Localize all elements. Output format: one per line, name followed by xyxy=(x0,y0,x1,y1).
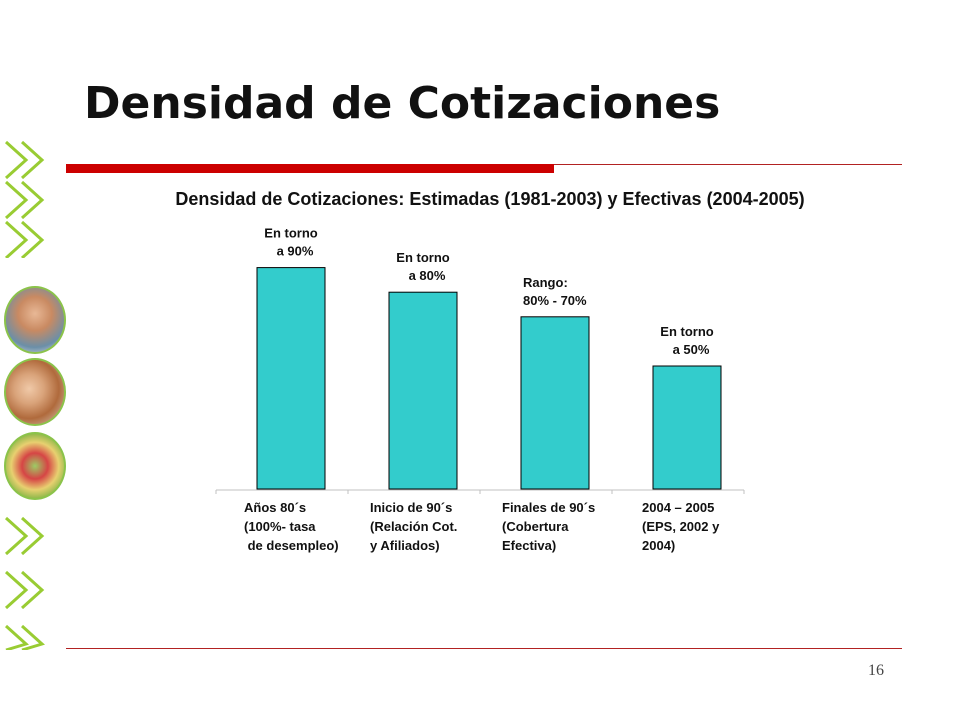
bar xyxy=(652,365,722,490)
footer-rule xyxy=(66,648,902,649)
data-label: a 90% xyxy=(277,244,314,259)
data-label: En torno xyxy=(396,250,449,265)
chart-title: Densidad de Cotizaciones: Estimadas (198… xyxy=(175,189,805,209)
x-tick-label: (100%- tasa xyxy=(244,519,316,534)
data-label: En torno xyxy=(264,226,317,241)
page-number: 16 xyxy=(868,662,884,679)
data-label: Rango: xyxy=(523,275,568,290)
slide-title: Densidad de Cotizaciones xyxy=(84,78,721,129)
chevron-double-right-icon xyxy=(4,140,45,258)
x-tick-label: 2004) xyxy=(642,538,675,553)
bar xyxy=(520,316,590,490)
person-photo-icon xyxy=(4,286,66,354)
left-decoration xyxy=(0,130,66,650)
x-tick-label: 2004 – 2005 xyxy=(642,500,714,515)
data-label: En torno xyxy=(660,324,713,339)
x-tick-label: (Cobertura xyxy=(502,519,569,534)
bar xyxy=(256,267,326,490)
family-photo-icon xyxy=(4,358,66,426)
data-label: 80% - 70% xyxy=(523,293,587,308)
x-tick-label: Efectiva) xyxy=(502,538,556,553)
data-label: a 80% xyxy=(409,268,446,283)
x-tick-label: Años 80´s xyxy=(244,500,306,515)
x-tick-label: y Afiliados) xyxy=(370,538,440,553)
chevron-double-right-icon xyxy=(4,516,45,650)
x-tick-label: Inicio de 90´s xyxy=(370,500,452,515)
x-tick-label: (Relación Cot. xyxy=(370,519,457,534)
bar xyxy=(388,291,458,490)
x-tick-label: de desempleo) xyxy=(244,538,339,553)
market-photo-icon xyxy=(4,432,66,500)
x-tick-label: Finales de 90´s xyxy=(502,500,595,515)
title-underline-accent xyxy=(66,164,554,173)
x-tick-label: (EPS, 2002 y xyxy=(642,519,720,534)
data-label: a 50% xyxy=(673,342,710,357)
